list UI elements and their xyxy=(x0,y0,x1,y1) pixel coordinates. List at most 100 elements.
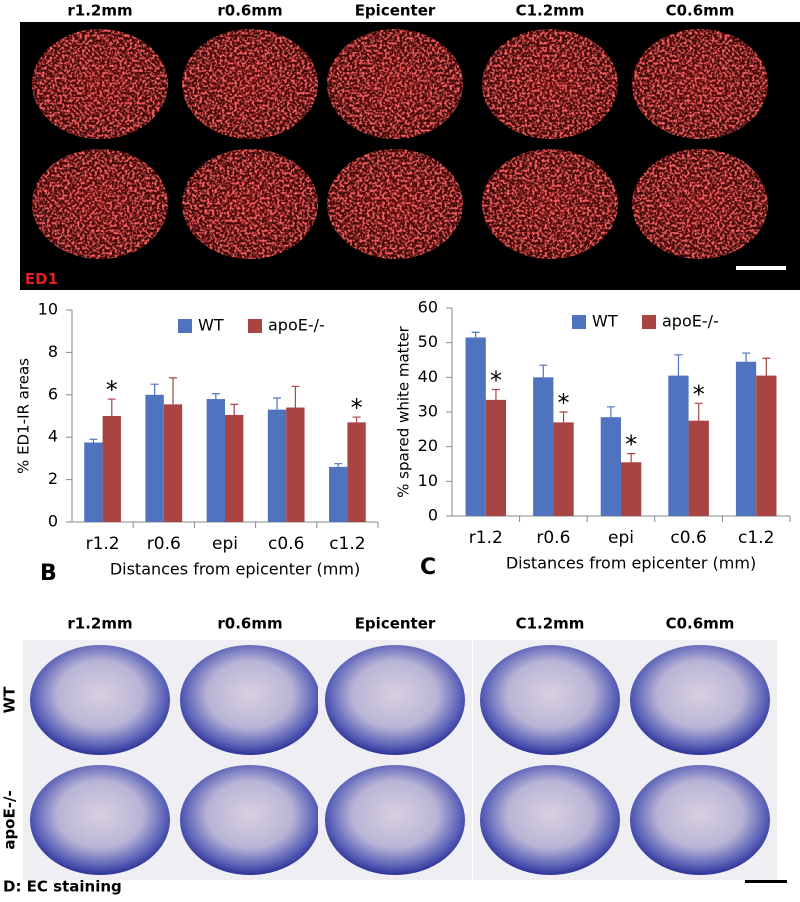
legend-swatch xyxy=(572,315,586,329)
tissue-image xyxy=(32,149,168,259)
tissue-image xyxy=(482,29,618,139)
panel-caption: A: ED1 xyxy=(3,270,58,288)
column-label: r1.2mm xyxy=(67,615,132,633)
bar xyxy=(163,404,183,522)
x-axis-label: Distances from epicenter (mm) xyxy=(110,560,360,579)
tissue-image xyxy=(30,765,170,875)
panel-label: C xyxy=(420,555,436,580)
tissue-image xyxy=(482,149,618,259)
x-tick-label: c1.2 xyxy=(329,534,365,554)
error-bar xyxy=(107,398,116,416)
tissue-image xyxy=(327,149,463,259)
bar xyxy=(465,337,486,516)
significance-mark: * xyxy=(693,380,705,408)
tissue-image xyxy=(327,29,463,139)
y-axis-label: % spared white matter xyxy=(395,325,413,498)
y-tick-label: 8 xyxy=(48,342,58,361)
error-bar xyxy=(168,377,177,405)
y-tick-label: 10 xyxy=(38,300,58,319)
row-label: WT xyxy=(1,686,19,714)
tissue-image xyxy=(30,645,170,755)
tissue-image xyxy=(182,149,318,259)
legend-label: WT xyxy=(592,312,618,331)
bar xyxy=(102,416,121,522)
y-tick-label: 50 xyxy=(418,332,438,351)
column-label: Epicenter xyxy=(355,2,436,20)
bar xyxy=(286,407,305,522)
bar xyxy=(84,442,103,522)
column-label: r1.2mm xyxy=(67,2,132,20)
error-bar xyxy=(674,354,683,376)
panel-caption: D: EC staining xyxy=(3,878,122,896)
caption-prefix: A: xyxy=(3,270,21,288)
significance-mark: * xyxy=(558,389,570,417)
error-bar xyxy=(606,406,615,418)
legend-label: apoE-/- xyxy=(268,316,325,335)
tissue-image xyxy=(630,645,770,755)
scale-bar xyxy=(736,266,786,270)
error-bar xyxy=(742,352,751,362)
bar xyxy=(347,422,366,522)
legend-swatch xyxy=(248,319,262,333)
bar xyxy=(756,375,777,516)
bar xyxy=(329,466,348,522)
column-label: C1.2mm xyxy=(516,2,585,20)
error-bar xyxy=(694,402,703,421)
y-tick-label: 0 xyxy=(48,512,58,531)
significance-mark: * xyxy=(351,394,363,422)
tissue-image xyxy=(32,29,168,139)
bar xyxy=(600,417,621,516)
row-label: apoE-/- xyxy=(1,174,19,233)
error-bar xyxy=(273,397,282,410)
tissue-image xyxy=(182,29,318,139)
tissue-image xyxy=(632,149,768,259)
bar xyxy=(621,462,642,516)
bar xyxy=(267,409,287,522)
error-bar xyxy=(211,393,220,400)
bar xyxy=(225,414,244,522)
panel-d: r1.2mm r0.6mm Epicenter C1.2mm C0.6mm WT apoE-… xyxy=(1,615,777,896)
error-bar xyxy=(762,357,771,376)
row-label: WT xyxy=(1,70,19,98)
caption-stain: ED1 xyxy=(25,270,58,288)
bar xyxy=(553,422,574,516)
significance-mark: * xyxy=(625,431,637,459)
y-tick-label: 60 xyxy=(418,298,438,317)
error-bar xyxy=(150,383,159,395)
panel-label: B xyxy=(40,561,57,586)
column-label: C0.6mm xyxy=(666,615,735,633)
bar xyxy=(668,375,689,516)
tissue-image xyxy=(630,765,770,875)
y-tick-label: 10 xyxy=(418,471,438,490)
legend-label: apoE-/- xyxy=(662,312,719,331)
error-bar xyxy=(539,364,548,378)
charts: 0 2 4 6 8 10 % ED1-IR areas B Distances from epi… xyxy=(15,298,791,586)
significance-mark: * xyxy=(106,376,118,404)
x-tick-label: epi xyxy=(608,528,634,548)
legend-label: WT xyxy=(198,316,224,335)
legend-swatch xyxy=(178,319,192,333)
x-tick-label: r1.2 xyxy=(469,528,503,548)
legend-swatch xyxy=(642,315,656,329)
bar xyxy=(145,394,164,522)
y-axis-label: % ED1-IR areas xyxy=(15,358,33,474)
error-bar xyxy=(230,403,239,415)
panel-a: r1.2mm r0.6mm Epicenter C1.2mm C0.6mm WT apoE-… xyxy=(1,2,768,288)
bar xyxy=(206,399,225,522)
x-tick-label: c0.6 xyxy=(670,528,706,548)
bar xyxy=(688,420,709,516)
tissue-image xyxy=(632,29,768,139)
y-tick-label: 2 xyxy=(48,469,58,488)
error-bar xyxy=(627,453,636,463)
y-tick-label: 0 xyxy=(428,506,438,525)
column-label: C1.2mm xyxy=(516,615,585,633)
column-label: r0.6mm xyxy=(217,615,282,633)
error-bar xyxy=(334,463,343,467)
y-tick-label: 4 xyxy=(48,427,58,446)
scale-bar xyxy=(745,880,787,883)
row-label: apoE-/- xyxy=(1,790,19,849)
error-bar xyxy=(471,331,480,338)
column-label: Epicenter xyxy=(355,615,436,633)
x-tick-label: epi xyxy=(212,534,238,554)
